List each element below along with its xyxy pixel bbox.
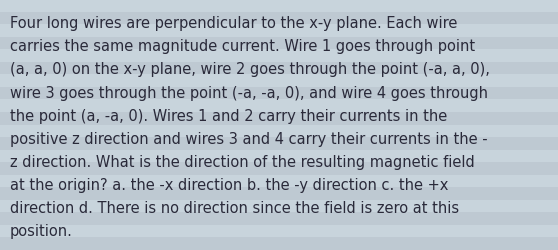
Bar	[0, 88, 558, 100]
Text: at the origin? a. the -x direction b. the -y direction c. the +x: at the origin? a. the -x direction b. th…	[10, 177, 449, 192]
Bar	[0, 100, 558, 112]
Bar	[0, 200, 558, 212]
Bar	[0, 162, 558, 175]
Bar	[0, 138, 558, 150]
Bar	[0, 50, 558, 62]
Text: positive z direction and wires 3 and 4 carry their currents in the -: positive z direction and wires 3 and 4 c…	[10, 131, 488, 146]
Bar	[0, 0, 558, 12]
Bar	[0, 75, 558, 88]
Bar	[0, 112, 558, 125]
Bar	[0, 38, 558, 50]
Text: position.: position.	[10, 223, 73, 238]
Text: direction d. There is no direction since the field is zero at this: direction d. There is no direction since…	[10, 200, 459, 215]
Text: the point (a, -a, 0). Wires 1 and 2 carry their currents in the: the point (a, -a, 0). Wires 1 and 2 carr…	[10, 108, 448, 123]
Bar	[0, 238, 558, 250]
Bar	[0, 175, 558, 188]
Bar	[0, 125, 558, 138]
Text: Four long wires are perpendicular to the x-y plane. Each wire: Four long wires are perpendicular to the…	[10, 16, 458, 31]
Bar	[0, 62, 558, 75]
Bar	[0, 12, 558, 25]
Text: wire 3 goes through the point (-a, -a, 0), and wire 4 goes through: wire 3 goes through the point (-a, -a, 0…	[10, 85, 488, 100]
Text: z direction. What is the direction of the resulting magnetic field: z direction. What is the direction of th…	[10, 154, 475, 169]
Bar	[0, 150, 558, 162]
Bar	[0, 225, 558, 237]
Text: carries the same magnitude current. Wire 1 goes through point: carries the same magnitude current. Wire…	[10, 39, 475, 54]
Bar	[0, 188, 558, 200]
Bar	[0, 212, 558, 225]
Bar	[0, 25, 558, 38]
Text: (a, a, 0) on the x-y plane, wire 2 goes through the point (-a, a, 0),: (a, a, 0) on the x-y plane, wire 2 goes …	[10, 62, 490, 77]
